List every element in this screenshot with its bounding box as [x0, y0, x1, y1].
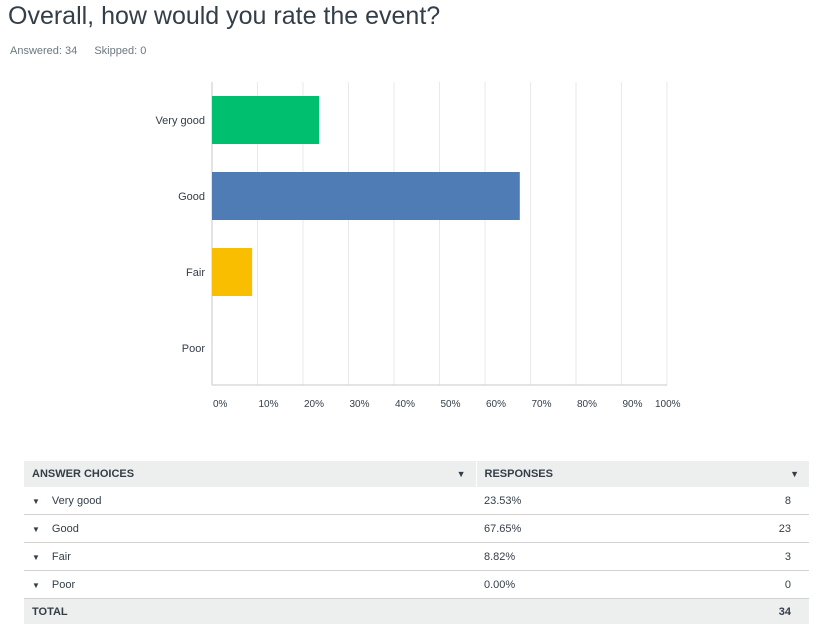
sort-caret-icon[interactable]: ▼: [456, 469, 466, 479]
answer-label: Very good: [51, 494, 102, 507]
answer-choices-header[interactable]: ANSWER CHOICES ▼: [24, 461, 477, 487]
response-count: 3: [669, 542, 809, 571]
x-tick-label: 40%: [395, 399, 415, 410]
answer-label: Poor: [51, 578, 76, 591]
category-label: Good: [178, 191, 205, 203]
expand-caret-icon[interactable]: ▼: [32, 524, 40, 534]
expand-caret-icon[interactable]: ▼: [32, 496, 40, 506]
x-tick-label: 20%: [304, 399, 324, 410]
bar-fair: [212, 248, 253, 296]
answer-choice-cell: ▼ Good: [24, 514, 476, 543]
x-tick-label: 80%: [577, 399, 597, 410]
x-tick-label: 50%: [441, 399, 461, 410]
x-tick-label: 90%: [623, 399, 643, 410]
expand-caret-icon[interactable]: ▼: [32, 552, 40, 562]
x-tick-label: 0%: [213, 399, 228, 410]
answer-choice-cell: ▼ Very good: [24, 487, 476, 515]
table-row: ▼ Very good 23.53% 8: [24, 487, 809, 515]
responses-header[interactable]: RESPONSES ▼: [476, 461, 809, 487]
table-row: ▼ Fair 8.82% 3: [24, 542, 809, 571]
total-count: 34: [669, 598, 809, 624]
skipped-count: Skipped: 0: [94, 45, 147, 57]
x-tick-label: 70%: [532, 399, 552, 410]
category-label: Very good: [155, 115, 205, 127]
sort-caret-icon[interactable]: ▼: [790, 469, 799, 479]
responses-header-label: RESPONSES: [484, 468, 553, 480]
bar-chart: 0% 10% 20% 30% 40% 50% 60% 70% 80% 90% 100% Very go…: [155, 82, 681, 410]
x-tick-label: 10%: [259, 399, 279, 410]
answer-choices-header-label: ANSWER CHOICES: [32, 468, 135, 480]
bar-good: [212, 172, 520, 220]
x-tick-label: 60%: [486, 399, 506, 410]
category-label: Poor: [182, 343, 206, 355]
response-count: 8: [669, 487, 809, 515]
response-count: 0: [669, 570, 809, 599]
response-percent: 67.65%: [476, 514, 670, 543]
bar-very-good: [212, 96, 320, 144]
expand-caret-icon[interactable]: ▼: [32, 580, 40, 590]
answer-label: Good: [51, 522, 79, 535]
answer-label: Fair: [51, 550, 71, 563]
response-count: 23: [669, 514, 809, 543]
x-tick-label: 30%: [350, 399, 370, 410]
response-percent: 8.82%: [476, 542, 670, 571]
table-row: ▼ Poor 0.00% 0: [24, 570, 809, 599]
response-percent: 0.00%: [476, 570, 670, 599]
total-label: TOTAL: [24, 598, 476, 624]
x-tick-label: 100%: [655, 399, 681, 410]
question-title: Overall, how would you rate the event?: [8, 2, 441, 30]
response-summary: Answered: 34 Skipped: 0: [10, 45, 146, 57]
answered-count: Answered: 34: [10, 45, 78, 57]
response-percent: 23.53%: [476, 487, 670, 515]
table-row: ▼ Good 67.65% 23: [24, 514, 809, 543]
answer-choice-cell: ▼ Fair: [24, 542, 476, 571]
category-label: Fair: [186, 267, 205, 279]
answer-choice-cell: ▼ Poor: [24, 570, 476, 599]
total-row: TOTAL 34: [24, 598, 809, 624]
responses-table: ANSWER CHOICES ▼ RESPONSES ▼ ▼ Very good 23…: [24, 461, 809, 624]
